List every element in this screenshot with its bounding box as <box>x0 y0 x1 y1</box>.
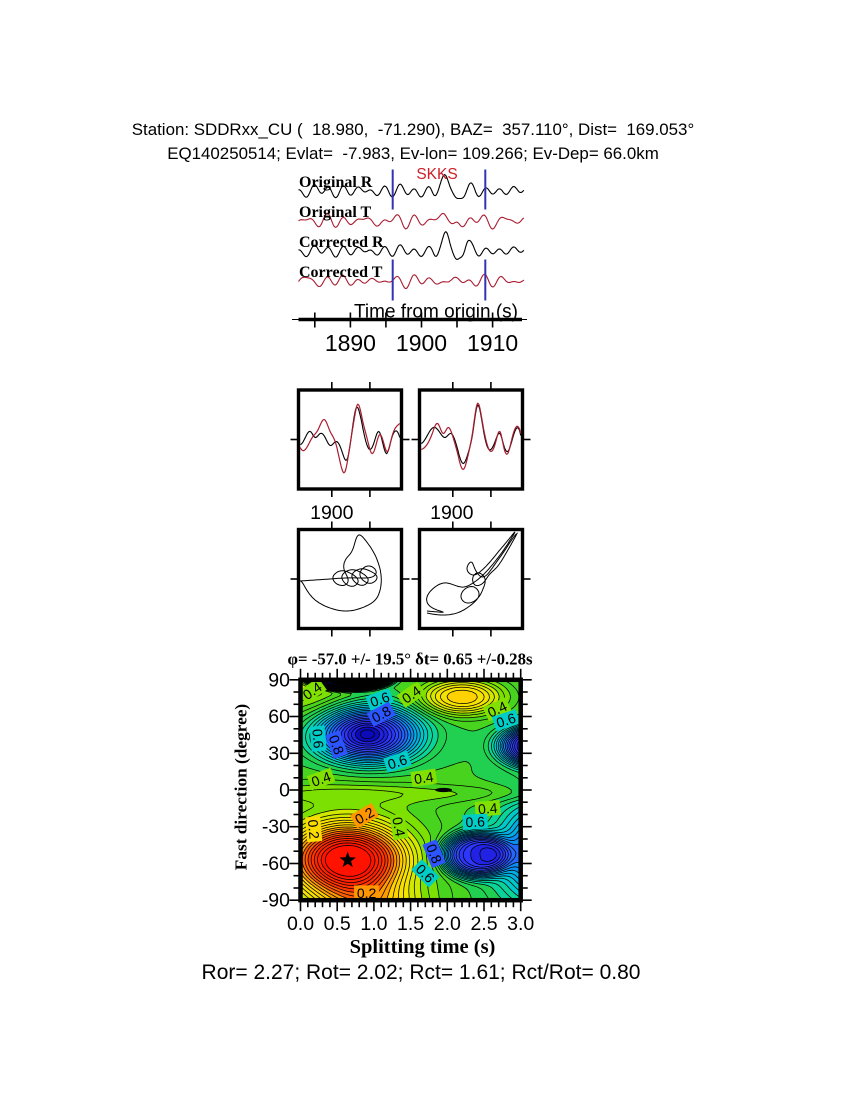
svg-text:1910: 1910 <box>467 330 518 356</box>
svg-text:2.5: 2.5 <box>470 913 497 935</box>
svg-text:0.4: 0.4 <box>477 800 498 818</box>
svg-text:0.0: 0.0 <box>287 913 314 935</box>
svg-text:0: 0 <box>279 780 290 802</box>
svg-text:Original R: Original R <box>299 174 373 191</box>
svg-text:Fast direction (degree): Fast direction (degree) <box>232 704 251 870</box>
svg-text:Time from origin (s): Time from origin (s) <box>354 302 518 323</box>
svg-text:0.6: 0.6 <box>386 751 410 772</box>
svg-text:1900: 1900 <box>396 330 447 356</box>
svg-text:-60: -60 <box>262 853 290 875</box>
svg-text:90: 90 <box>268 669 290 691</box>
svg-text:Ror= 2.27; Rot= 2.02; Rct= 1.6: Ror= 2.27; Rot= 2.02; Rct= 1.61; Rct/Rot… <box>202 961 641 984</box>
svg-text:Corrected T: Corrected T <box>299 264 383 281</box>
svg-text:Station: SDDRxx_CU ( 18.980,: Station: SDDRxx_CU ( 18.980, -71.290), B… <box>132 120 694 139</box>
svg-text:0.8: 0.8 <box>423 842 445 866</box>
svg-text:0.4: 0.4 <box>389 816 408 838</box>
svg-text:1890: 1890 <box>325 330 376 356</box>
svg-text:-30: -30 <box>262 816 290 838</box>
svg-text:60: 60 <box>268 706 290 728</box>
svg-text:0.5: 0.5 <box>324 913 351 935</box>
svg-text:0.6: 0.6 <box>465 813 485 830</box>
svg-text:0.4: 0.4 <box>309 768 333 790</box>
svg-text:Corrected R: Corrected R <box>299 234 384 251</box>
svg-text:Original T: Original T <box>299 204 371 221</box>
svg-text:1.5: 1.5 <box>397 913 424 935</box>
svg-text:1900: 1900 <box>430 502 474 524</box>
svg-text:3.0: 3.0 <box>507 913 534 935</box>
svg-text:2.0: 2.0 <box>434 913 461 935</box>
svg-text:1.0: 1.0 <box>360 913 387 935</box>
svg-text:0.2: 0.2 <box>305 819 323 840</box>
svg-text:0.4: 0.4 <box>413 768 435 787</box>
svg-text:0.2: 0.2 <box>357 885 377 901</box>
svg-text:φ= -57.0 +/- 19.5° δt= 0.65 +/: φ= -57.0 +/- 19.5° δt= 0.65 +/-0.28s <box>288 650 533 669</box>
svg-text:0.6: 0.6 <box>309 728 327 749</box>
svg-text:0.8: 0.8 <box>326 733 348 757</box>
svg-text:0.6: 0.6 <box>494 710 518 731</box>
svg-text:SKKS: SKKS <box>416 166 457 183</box>
svg-text:-90: -90 <box>262 890 290 912</box>
svg-text:1900: 1900 <box>310 502 354 524</box>
svg-text:EQ140250514; Evlat= -7.983, E: EQ140250514; Evlat= -7.983, Ev-lon= 109.… <box>167 144 659 163</box>
svg-text:30: 30 <box>268 743 290 765</box>
svg-text:Splitting time (s): Splitting time (s) <box>350 936 496 958</box>
